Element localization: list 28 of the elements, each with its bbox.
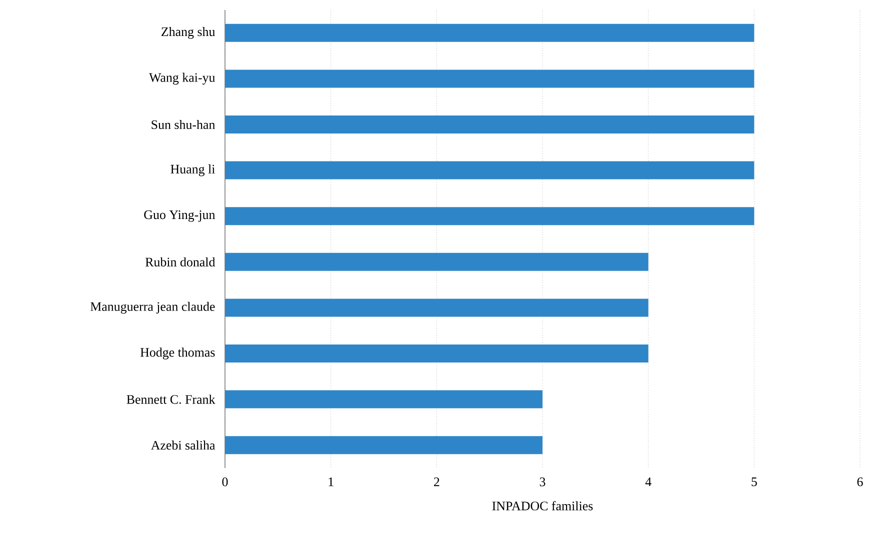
x-tick-label: 2	[434, 478, 440, 486]
y-tick-label: Sun shu-han	[152, 120, 216, 130]
x-tick-label: 5	[752, 478, 757, 486]
bar	[225, 116, 754, 134]
y-tick-label: Bennett C. Frank	[126, 394, 216, 404]
y-tick-label: Guo Ying-jun	[144, 210, 216, 222]
bar	[225, 252, 648, 271]
y-tick-label: Huang li	[170, 164, 215, 176]
x-tick-label: 1	[328, 478, 334, 486]
x-tick-label: 0	[222, 478, 228, 486]
bar	[225, 207, 754, 226]
y-tick-label: Manuguerra jean claude	[90, 302, 215, 314]
y-tick-label: Zhang shu	[162, 27, 215, 39]
bar	[225, 70, 754, 88]
y-tick-label: Wang kai-yu	[149, 72, 215, 85]
y-tick-label: Azebi saliha	[150, 440, 216, 450]
bar	[225, 161, 754, 180]
x-tick-label: 3	[540, 478, 546, 486]
x-tick-label: 4	[645, 478, 652, 486]
bar	[225, 344, 648, 363]
bar	[225, 436, 543, 454]
bar	[225, 390, 543, 408]
x-tick-label: 6	[857, 478, 863, 486]
y-tick-label: Hodge thomas	[140, 348, 215, 360]
bar	[225, 24, 754, 42]
x-axis-title: INPADOC families	[492, 501, 593, 510]
y-tick-label: Rubin donald	[145, 257, 216, 266]
bar	[225, 298, 648, 317]
